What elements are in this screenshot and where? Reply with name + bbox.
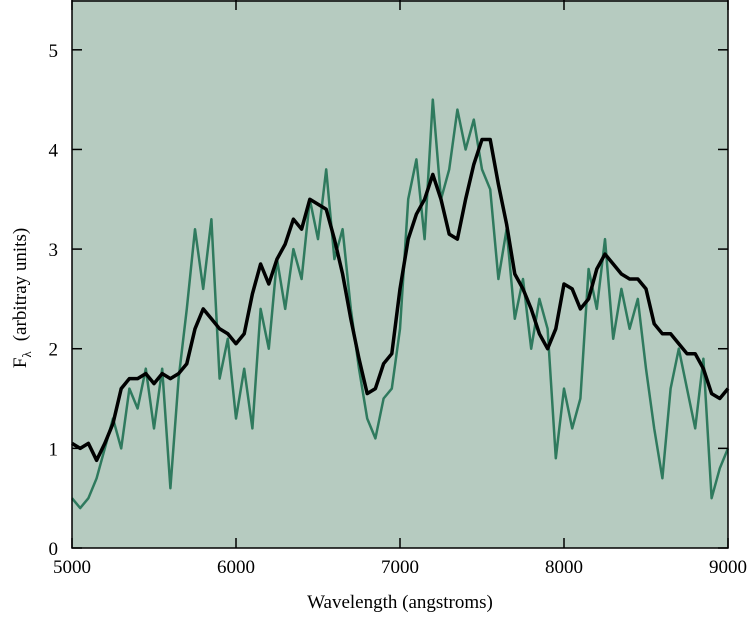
data-line <box>71 137 730 463</box>
x-tick-label: 6000 <box>217 557 255 578</box>
plot-area <box>72 0 728 548</box>
y-tick-label: 4 <box>49 140 59 161</box>
y-label-rest: (arbitray units) <box>10 228 31 341</box>
x-axis-label: Wavelength (angstroms) <box>307 592 493 613</box>
y-label-main: F <box>10 358 31 369</box>
y-tick-label: 1 <box>49 439 59 460</box>
y-tick-label: 5 <box>49 41 59 62</box>
data-line <box>71 98 730 510</box>
y-tick-label: 3 <box>49 240 59 261</box>
y-axis-label: Fλ (arbitray units) <box>10 228 34 368</box>
y-tick-label: 2 <box>49 340 59 361</box>
x-tick-label: 9000 <box>709 557 747 578</box>
x-tick-label: 5000 <box>53 557 91 578</box>
y-tick-label: 0 <box>49 539 59 560</box>
x-tick-label: 8000 <box>545 557 583 578</box>
y-label-sub: λ <box>19 351 34 358</box>
x-tick-label: 7000 <box>381 557 419 578</box>
